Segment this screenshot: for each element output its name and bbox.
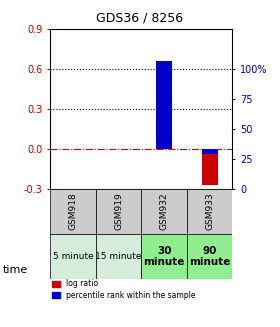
Bar — [141, 234, 187, 279]
Bar — [156, 61, 172, 149]
Bar — [202, 149, 218, 154]
Bar — [141, 189, 187, 234]
Text: 90
minute: 90 minute — [189, 246, 230, 267]
Text: time: time — [3, 265, 28, 275]
Bar — [187, 234, 232, 279]
Bar — [156, 63, 172, 149]
Bar — [202, 149, 218, 185]
Text: GSM932: GSM932 — [160, 193, 169, 231]
Text: 5 minute: 5 minute — [53, 252, 94, 261]
Legend: log ratio, percentile rank within the sample: log ratio, percentile rank within the sa… — [52, 279, 196, 300]
Bar — [96, 234, 141, 279]
Text: GSM919: GSM919 — [114, 193, 123, 231]
Bar — [50, 234, 96, 279]
Text: 30
minute: 30 minute — [143, 246, 185, 267]
Bar — [50, 189, 96, 234]
Bar — [187, 189, 232, 234]
Text: GSM933: GSM933 — [205, 193, 214, 231]
Text: GSM918: GSM918 — [69, 193, 78, 231]
Text: GDS36 / 8256: GDS36 / 8256 — [96, 11, 184, 25]
Bar — [96, 189, 141, 234]
Text: 15 minute: 15 minute — [95, 252, 142, 261]
